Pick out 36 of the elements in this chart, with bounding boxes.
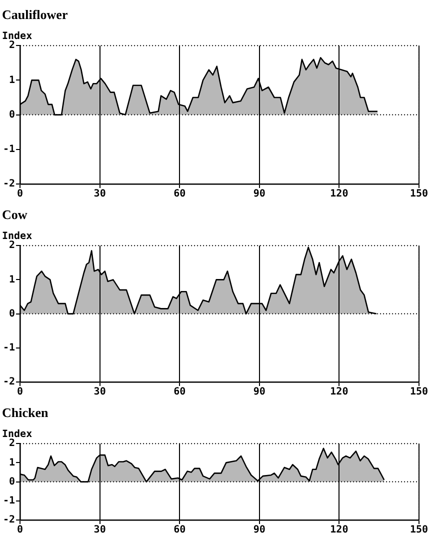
x-tick-label: 90: [253, 188, 266, 200]
x-tick-label: 0: [17, 386, 24, 398]
x-tick-label: 30: [94, 386, 106, 398]
y-tick-label: 0: [9, 476, 16, 488]
y-tick-label: -2: [2, 376, 16, 388]
x-tick-label: 60: [174, 188, 186, 200]
y-tick-label: 1: [9, 274, 16, 286]
x-tick-label: 30: [94, 524, 106, 536]
y-tick-label: -1: [2, 144, 16, 155]
y-tick-label: 0: [9, 109, 16, 120]
x-tick-label: 120: [330, 386, 348, 398]
x-tick-label: 120: [330, 188, 348, 200]
x-tick-label: 90: [253, 386, 266, 398]
y-tick-label: 2: [9, 40, 16, 52]
y-tick-label: 0: [9, 308, 16, 320]
y-tick-label: -1: [2, 342, 16, 354]
x-tick-label: 60: [174, 386, 186, 398]
chart-title: Chicken: [2, 405, 49, 420]
y-tick-label: -2: [2, 514, 16, 526]
chart-title: Cauliflower: [2, 7, 68, 22]
x-tick-label: 30: [94, 188, 106, 200]
y-tick-label: 1: [9, 457, 16, 468]
x-tick-label: 150: [410, 524, 428, 536]
x-tick-label: 0: [17, 188, 24, 200]
x-tick-label: 90: [253, 524, 266, 536]
x-tick-label: 120: [330, 524, 348, 536]
y-tick-label: 2: [9, 240, 16, 252]
y-tick-label: 2: [9, 438, 16, 450]
y-tick-label: -2: [2, 178, 16, 190]
x-tick-label: 60: [174, 524, 186, 536]
x-tick-label: 0: [17, 524, 24, 536]
x-tick-label: 150: [410, 386, 428, 398]
y-tick-label: 1: [9, 74, 16, 86]
x-tick-label: 150: [410, 188, 428, 200]
chart-title: Cow: [2, 207, 28, 222]
y-tick-label: -1: [2, 495, 16, 506]
